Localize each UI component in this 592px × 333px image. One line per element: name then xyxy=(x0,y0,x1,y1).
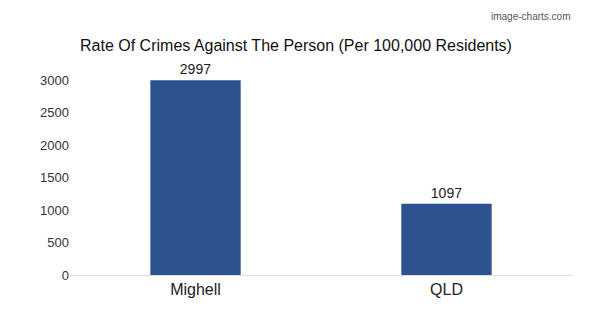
svg-text:1097: 1097 xyxy=(431,185,462,201)
svg-text:3000: 3000 xyxy=(40,73,69,88)
svg-text:1500: 1500 xyxy=(40,170,69,185)
svg-text:QLD: QLD xyxy=(430,281,463,298)
svg-text:2000: 2000 xyxy=(40,138,69,153)
svg-text:Mighell: Mighell xyxy=(170,281,221,298)
svg-text:Rate Of Crimes Against The Per: Rate Of Crimes Against The Person (Per 1… xyxy=(80,37,512,54)
svg-text:0: 0 xyxy=(62,268,69,283)
svg-text:2997: 2997 xyxy=(180,61,211,77)
svg-text:500: 500 xyxy=(47,235,69,250)
svg-text:1000: 1000 xyxy=(40,203,69,218)
svg-text:2500: 2500 xyxy=(40,105,69,120)
svg-text:image-charts.com: image-charts.com xyxy=(491,11,570,22)
